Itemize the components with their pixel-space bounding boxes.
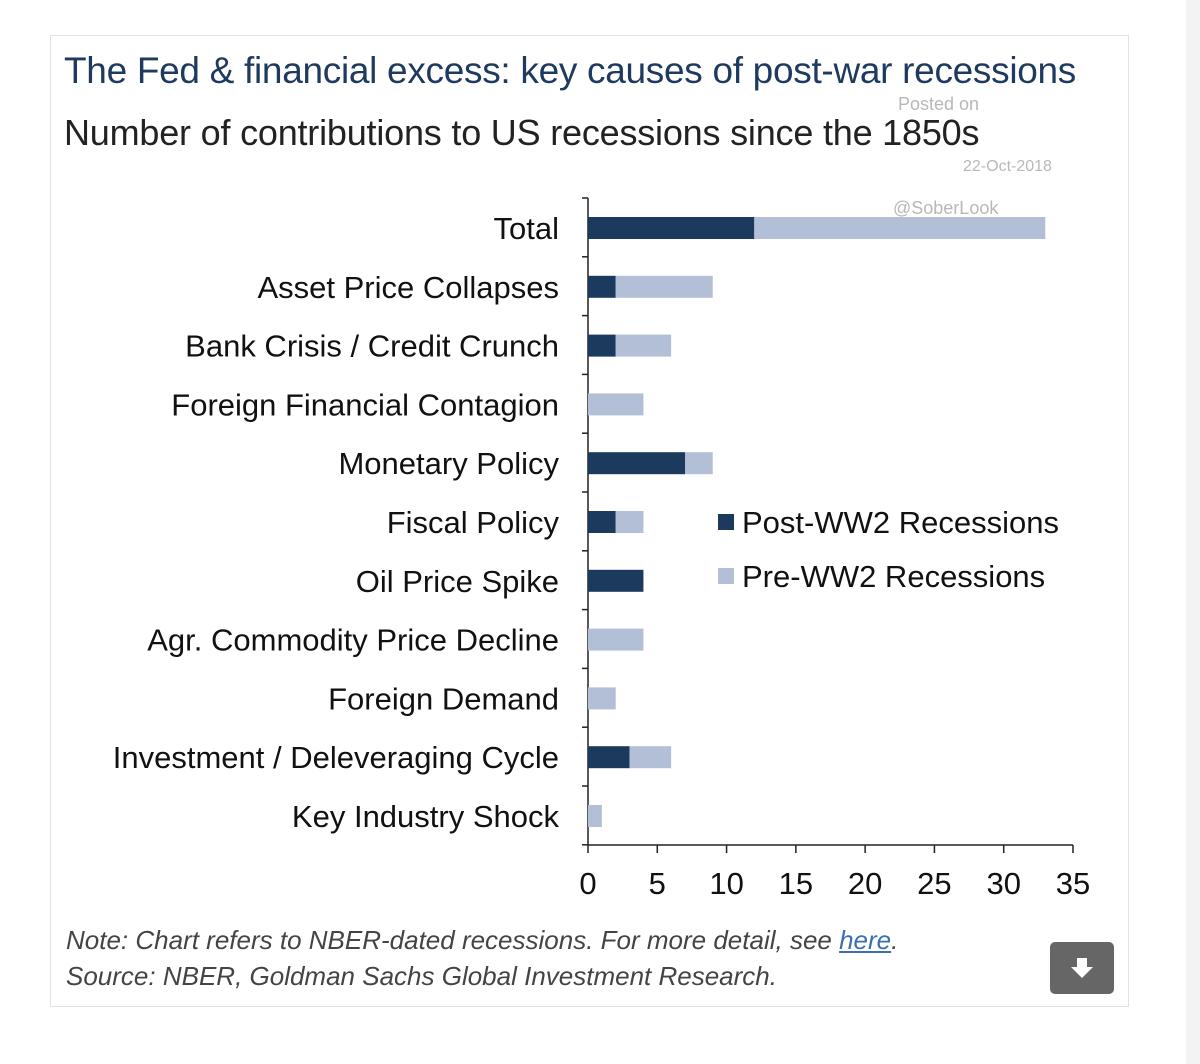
legend-label: Post-WW2 Recessions bbox=[742, 505, 1059, 540]
bar-post-ww2 bbox=[588, 217, 755, 239]
category-label: Asset Price Collapses bbox=[257, 270, 559, 305]
category-label: Agr. Commodity Price Decline bbox=[147, 623, 559, 658]
category-label: Fiscal Policy bbox=[387, 505, 560, 540]
x-tick-label: 0 bbox=[579, 866, 596, 901]
category-label: Foreign Demand bbox=[328, 681, 559, 716]
x-tick-label: 5 bbox=[649, 866, 666, 901]
bar-pre-ww2 bbox=[685, 452, 713, 475]
bar-post-ww2 bbox=[588, 275, 616, 298]
download-button[interactable] bbox=[1050, 942, 1114, 994]
chart-title: The Fed & financial excess: key causes o… bbox=[64, 50, 1076, 91]
category-label: Bank Crisis / Credit Crunch bbox=[185, 329, 559, 364]
x-tick-label: 10 bbox=[709, 866, 743, 901]
bar-pre-ww2 bbox=[615, 511, 644, 533]
x-tick-label: 20 bbox=[848, 866, 882, 901]
bar-post-ww2 bbox=[588, 746, 630, 769]
category-label: Investment / Deleveraging Cycle bbox=[113, 740, 559, 775]
chart-subtitle: Number of contributions to US recessions… bbox=[64, 112, 980, 153]
bar-pre-ww2 bbox=[588, 687, 616, 710]
chart-source: Source: NBER, Goldman Sachs Global Inves… bbox=[66, 961, 777, 991]
bar-pre-ww2 bbox=[615, 275, 713, 298]
category-label: Total bbox=[494, 211, 559, 246]
category-label: Oil Price Spike bbox=[356, 564, 559, 599]
bar-post-ww2 bbox=[588, 569, 644, 592]
note-suffix: . bbox=[891, 925, 899, 955]
bar-post-ww2 bbox=[588, 452, 685, 475]
chart-note: Note: Chart refers to NBER-dated recessi… bbox=[66, 925, 898, 956]
category-label: Key Industry Shock bbox=[292, 799, 560, 834]
watermark-posted: Posted on bbox=[898, 94, 980, 114]
x-tick-label: 25 bbox=[917, 866, 951, 901]
bar-pre-ww2 bbox=[588, 805, 602, 827]
x-tick-label: 35 bbox=[1056, 866, 1090, 901]
x-tick-label: 15 bbox=[779, 866, 813, 901]
note-text: Note: Chart refers to NBER-dated recessi… bbox=[66, 925, 840, 955]
bar-post-ww2 bbox=[588, 334, 616, 357]
page-scrollbar-gutter bbox=[1186, 0, 1200, 1064]
bar-post-ww2 bbox=[588, 511, 616, 533]
bar-pre-ww2 bbox=[754, 217, 1046, 239]
watermark-handle: @SoberLook bbox=[893, 198, 999, 218]
bar-pre-ww2 bbox=[588, 628, 644, 651]
here-link[interactable]: here bbox=[839, 925, 892, 955]
x-tick-label: 30 bbox=[986, 866, 1020, 901]
bar-pre-ww2 bbox=[629, 746, 672, 769]
watermark-date: 22-Oct-2018 bbox=[963, 158, 1052, 175]
category-label: Foreign Financial Contagion bbox=[171, 387, 559, 422]
bar-pre-ww2 bbox=[615, 334, 672, 357]
legend-label: Pre-WW2 Recessions bbox=[742, 559, 1045, 594]
bar-pre-ww2 bbox=[588, 393, 644, 416]
legend-swatch bbox=[718, 514, 734, 530]
legend-swatch bbox=[718, 568, 734, 584]
category-label: Monetary Policy bbox=[338, 446, 559, 481]
download-arrow-icon bbox=[1071, 958, 1093, 978]
